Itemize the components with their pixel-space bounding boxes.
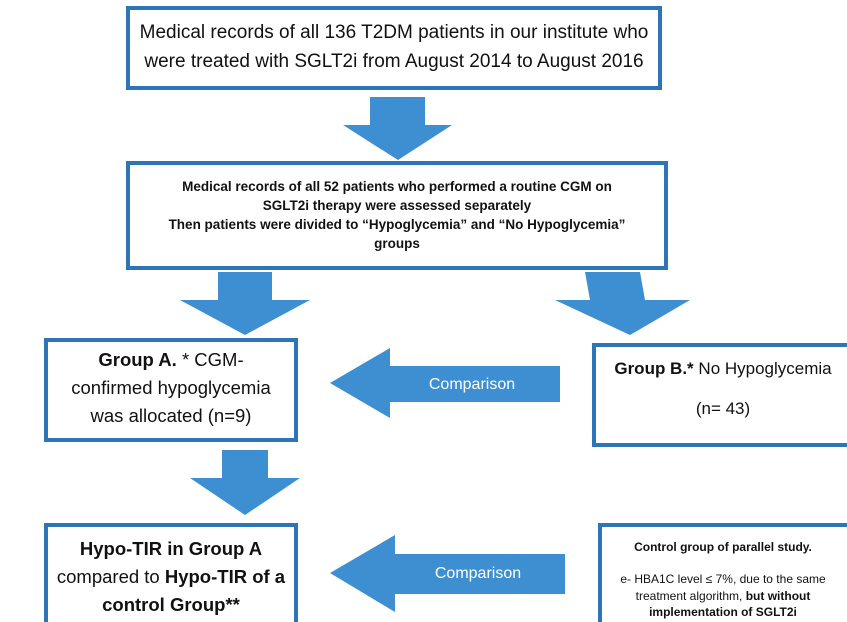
box	[44, 338, 298, 442]
down-arrow	[555, 272, 690, 335]
box-text: confirmed hypoglycemia	[71, 377, 271, 398]
text-run: Medical records of all 136 T2DM patients…	[140, 22, 649, 43]
text-run: SGLT2i therapy were assessed separately	[263, 198, 532, 213]
left-arrow	[330, 348, 560, 418]
down-arrow	[180, 272, 310, 335]
box-text: Group B.* No Hypoglycemia	[614, 359, 832, 378]
text-run: Group A.	[98, 349, 176, 370]
text-run: control Group**	[102, 594, 241, 615]
text-run: confirmed hypoglycemia	[71, 377, 271, 398]
box-text: Control group of parallel study.	[634, 540, 812, 554]
box-text: implementation of SGLT2i	[649, 605, 797, 619]
text-run: Control group of parallel study.	[634, 540, 812, 554]
box-text: Medical records of all 136 T2DM patients…	[140, 22, 649, 43]
box-text: Then patients were divided to “Hypoglyce…	[169, 217, 626, 232]
text-run: Hypo-TIR of a	[165, 566, 286, 587]
box-text: groups	[374, 236, 420, 251]
text-run: Then patients were divided to “Hypoglyce…	[169, 217, 626, 232]
box	[44, 523, 298, 622]
box-text: treatment algorithm, but without	[636, 589, 811, 603]
text-run: (n= 43)	[696, 399, 750, 418]
left-arrow	[330, 535, 565, 612]
box-text: Hypo-TIR in Group A	[80, 538, 262, 559]
box-text: e- HBA1C level ≤ 7%, due to the same	[620, 572, 826, 586]
down-arrow	[190, 450, 300, 515]
box-text: compared to Hypo-TIR of a	[57, 566, 286, 587]
text-run: was allocated (n=9)	[90, 405, 252, 426]
box	[126, 6, 662, 90]
box-text: were treated with SGLT2i from August 201…	[143, 51, 643, 72]
box-text: Group A. * CGM-	[98, 349, 243, 370]
text-run: but without	[746, 589, 811, 603]
text-run: No Hypoglycemia	[694, 359, 832, 378]
text-run: groups	[374, 236, 420, 251]
text-run: implementation of SGLT2i	[649, 605, 797, 619]
text-run: Hypo-TIR in Group A	[80, 538, 262, 559]
down-arrow	[343, 97, 452, 160]
box-text: Medical records of all 52 patients who p…	[182, 179, 612, 194]
text-run: Medical records of all 52 patients who p…	[182, 179, 612, 194]
box	[598, 523, 847, 622]
text-run: Group B.*	[614, 359, 694, 378]
box-text: (n= 43)	[696, 399, 750, 418]
box	[126, 161, 668, 270]
arrow-label: Comparison	[435, 565, 521, 582]
text-run: e- HBA1C level ≤ 7%, due to the same	[620, 572, 826, 586]
text-run: * CGM-	[177, 349, 244, 370]
box-text: SGLT2i therapy were assessed separately	[263, 198, 532, 213]
box-text: was allocated (n=9)	[90, 405, 252, 426]
box	[592, 343, 847, 447]
box-text: control Group**	[102, 594, 241, 615]
arrow-label: Comparison	[429, 376, 515, 393]
text-run: were treated with SGLT2i from August 201…	[143, 51, 643, 72]
text-run: compared to	[57, 566, 165, 587]
text-run: treatment algorithm,	[636, 589, 746, 603]
